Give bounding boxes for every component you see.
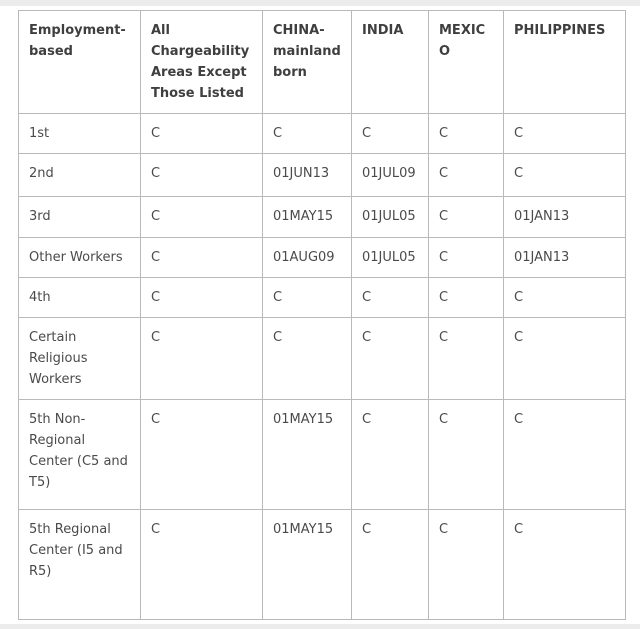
visa-bulletin-table-container: Employment-based All Chargeability Areas… (18, 10, 626, 620)
table-row-4th: 4th C C C C C (18, 277, 626, 318)
cell-value: C (140, 153, 263, 197)
table-row-1st: 1st C C C C C (18, 113, 626, 154)
cell-value: 01JUN13 (262, 153, 352, 197)
cell-value: C (140, 317, 263, 400)
cell-value: 01MAY15 (262, 196, 352, 238)
cell-value: 01JAN13 (503, 237, 626, 278)
cell-value: 01AUG09 (262, 237, 352, 278)
cell-value: C (503, 509, 626, 620)
cell-value: C (351, 317, 429, 400)
cell-value: C (503, 113, 626, 154)
column-header-employment-based: Employment-based (18, 10, 141, 114)
column-header-india: INDIA (351, 10, 429, 114)
row-category: 2nd (18, 153, 141, 197)
page-top-edge-strip (0, 0, 640, 6)
cell-value: C (351, 399, 429, 510)
table-header-row: Employment-based All Chargeability Areas… (18, 10, 626, 114)
cell-value: C (140, 113, 263, 154)
cell-value: C (140, 277, 263, 318)
table-row-2nd: 2nd C 01JUN13 01JUL09 C C (18, 153, 626, 197)
cell-value: 01MAY15 (262, 399, 352, 510)
cell-value: C (351, 509, 429, 620)
cell-value: C (262, 277, 352, 318)
cell-value: C (428, 317, 504, 400)
table-row-other-workers: Other Workers C 01AUG09 01JUL05 C 01JAN1… (18, 237, 626, 278)
cell-value: C (140, 399, 263, 510)
cell-value: C (503, 153, 626, 197)
cell-value: C (140, 237, 263, 278)
row-category: 1st (18, 113, 141, 154)
table-row-5th-non-regional-center: 5th Non-Regional Center (C5 and T5) C 01… (18, 399, 626, 510)
table-row-certain-religious-workers: Certain Religious Workers C C C C C (18, 317, 626, 400)
column-header-china: CHINA-mainland born (262, 10, 352, 114)
cell-value: C (428, 277, 504, 318)
employment-based-cutoff-table: Employment-based All Chargeability Areas… (18, 10, 626, 620)
cell-value: C (428, 196, 504, 238)
cell-value: C (351, 113, 429, 154)
cell-value: C (503, 317, 626, 400)
column-header-all-chargeability: All Chargeability Areas Except Those Lis… (140, 10, 263, 114)
row-category: Certain Religious Workers (18, 317, 141, 400)
column-header-mexico: MEXICO (428, 10, 504, 114)
row-category: 5th Non-Regional Center (C5 and T5) (18, 399, 141, 510)
cell-value: C (140, 509, 263, 620)
cell-value: C (428, 399, 504, 510)
cell-value: C (140, 196, 263, 238)
table-row-5th-regional-center: 5th Regional Center (I5 and R5) C 01MAY1… (18, 509, 626, 620)
row-category: 5th Regional Center (I5 and R5) (18, 509, 141, 620)
cell-value: 01JUL05 (351, 237, 429, 278)
cell-value: C (428, 113, 504, 154)
cell-value: C (428, 153, 504, 197)
cell-value: C (428, 509, 504, 620)
cell-value: C (428, 237, 504, 278)
row-category: 3rd (18, 196, 141, 238)
cell-value: 01JAN13 (503, 196, 626, 238)
cell-value: C (262, 317, 352, 400)
cell-value: 01JUL09 (351, 153, 429, 197)
cell-value: C (503, 399, 626, 510)
cell-value: C (351, 277, 429, 318)
cell-value: 01MAY15 (262, 509, 352, 620)
table-row-3rd: 3rd C 01MAY15 01JUL05 C 01JAN13 (18, 196, 626, 238)
row-category: 4th (18, 277, 141, 318)
cell-value: C (262, 113, 352, 154)
row-category: Other Workers (18, 237, 141, 278)
page-bottom-edge-strip (0, 624, 640, 629)
cell-value: 01JUL05 (351, 196, 429, 238)
cell-value: C (503, 277, 626, 318)
column-header-philippines: PHILIPPINES (503, 10, 626, 114)
